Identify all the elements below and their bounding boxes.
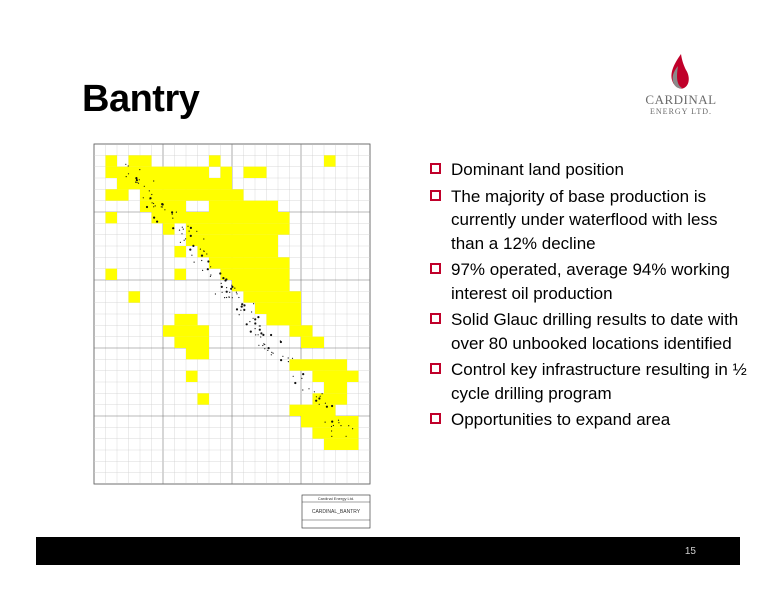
- title-block-company: Cardinal Energy Ltd.: [318, 496, 354, 501]
- bullet-item: The majority of base production is curre…: [430, 185, 750, 256]
- bullet-item: Control key infrastructure resulting in …: [430, 358, 750, 405]
- logo-subname: ENERGY LTD.: [650, 107, 712, 116]
- bullet-list: Dominant land position The majority of b…: [430, 158, 750, 435]
- bullet-item: Dominant land position: [430, 158, 750, 182]
- slide-title: Bantry: [82, 78, 200, 120]
- checkbox-bullet-icon: [430, 413, 441, 424]
- map-title-block: Cardinal Energy Ltd. CARDINAL_BANTRY: [301, 494, 371, 529]
- checkbox-bullet-icon: [430, 189, 441, 201]
- checkbox-bullet-icon: [430, 363, 441, 374]
- bullet-item: Solid Glauc drilling results to date wit…: [430, 308, 750, 355]
- land-map: Cardinal Energy Ltd. CARDINAL_BANTRY: [80, 130, 382, 530]
- flame-logo-icon: [671, 54, 689, 89]
- checkbox-bullet-icon: [430, 263, 441, 274]
- checkbox-bullet-icon: [430, 163, 441, 174]
- land-map-graphic: Cardinal Energy Ltd. CARDINAL_BANTRY: [80, 130, 382, 530]
- bullet-item: Opportunities to expand area: [430, 408, 750, 432]
- footer-bar: 15: [36, 537, 740, 565]
- cardinal-logo: CARDINAL ENERGY LTD.: [626, 52, 736, 124]
- checkbox-bullet-icon: [430, 313, 441, 324]
- page-number: 15: [684, 546, 696, 557]
- logo-name: CARDINAL: [645, 92, 717, 107]
- title-block-project: CARDINAL_BANTRY: [312, 509, 361, 515]
- bullet-item: 97% operated, average 94% working intere…: [430, 258, 750, 305]
